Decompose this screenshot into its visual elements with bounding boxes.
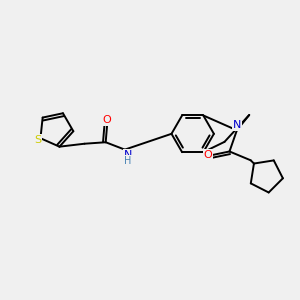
- Text: O: O: [103, 115, 112, 125]
- Text: S: S: [34, 135, 42, 145]
- Text: O: O: [204, 150, 212, 160]
- Text: N: N: [233, 120, 241, 130]
- Text: N: N: [124, 150, 132, 160]
- Text: H: H: [124, 156, 131, 166]
